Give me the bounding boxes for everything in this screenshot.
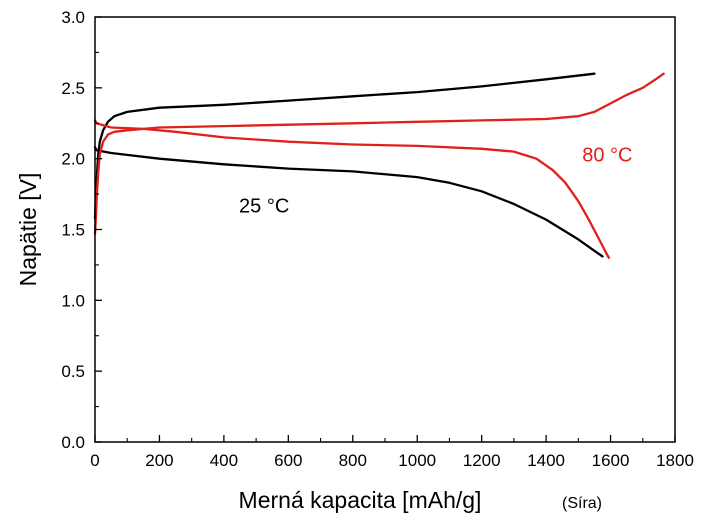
y-tick-label: 3.0 xyxy=(61,8,85,27)
annotations: 25 °C 80 °C xyxy=(239,145,632,218)
x-tick-label: 1600 xyxy=(592,451,630,470)
x-tick-label: 400 xyxy=(210,451,238,470)
plot-frame xyxy=(94,16,676,443)
y-ticks: 0.0 0.5 1.0 1.5 2.0 2.5 3.0 xyxy=(61,8,102,452)
y-tick-label: 1.0 xyxy=(61,291,85,310)
y-tick-label: 0.5 xyxy=(61,362,85,381)
x-axis-note: (Síra) xyxy=(562,495,602,512)
y-tick-label: 2.0 xyxy=(61,150,85,169)
curve-label: 25 °C xyxy=(239,196,289,218)
x-tick-label: 600 xyxy=(274,451,302,470)
x-ticks: 0 200 400 600 800 1000 1200 1400 1600 1800 xyxy=(90,435,694,470)
series-line xyxy=(93,119,611,259)
curve-label: 80 °C xyxy=(582,145,632,167)
x-tick-label: 1800 xyxy=(656,451,694,470)
y-tick-label: 2.5 xyxy=(61,79,85,98)
x-axis-title: Merná kapacita [mAh/g] xyxy=(239,487,482,513)
curves xyxy=(93,72,665,259)
x-tick-label: 800 xyxy=(339,451,367,470)
series-line xyxy=(93,146,604,258)
x-tick-label: 0 xyxy=(90,451,99,470)
x-tick-label: 1000 xyxy=(398,451,436,470)
y-axis-title: Napätie [V] xyxy=(15,173,41,287)
series-line xyxy=(93,72,596,220)
x-tick-label: 200 xyxy=(145,451,173,470)
series-line xyxy=(93,72,665,235)
x-tick-label: 1200 xyxy=(463,451,501,470)
x-tick-label: 1400 xyxy=(527,451,565,470)
y-tick-label: 0.0 xyxy=(61,433,85,452)
y-tick-label: 1.5 xyxy=(61,221,85,240)
